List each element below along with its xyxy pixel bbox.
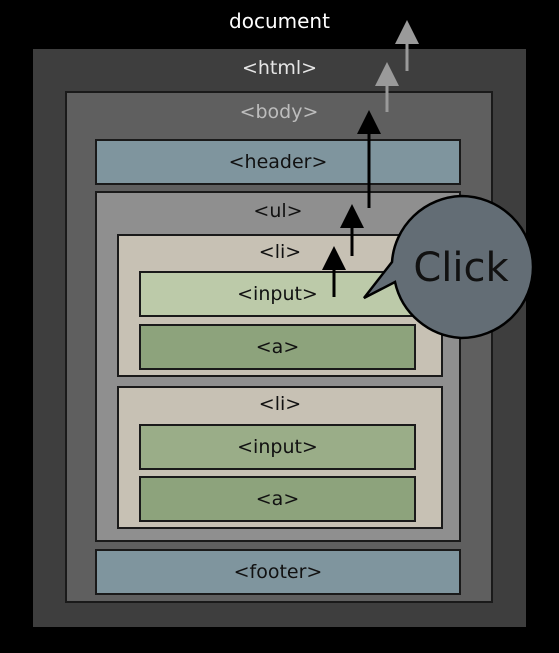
input-element-box-1: <input> — [139, 271, 416, 317]
anchor-element-box-1: <a> — [139, 324, 416, 370]
header-element-box: <header> — [95, 139, 461, 185]
html-label: <html> — [241, 57, 318, 79]
body-label: <body> — [239, 101, 319, 123]
document-label: document — [229, 9, 330, 33]
ul-label: <ul> — [253, 200, 303, 222]
footer-label: <footer> — [233, 561, 323, 583]
input-label-1: <input> — [237, 283, 318, 305]
footer-element-box: <footer> — [95, 549, 461, 595]
li-label-2: <li> — [258, 393, 302, 415]
input-label-2: <input> — [237, 436, 318, 458]
input-element-box-2: <input> — [139, 424, 416, 470]
li-label-1: <li> — [258, 241, 302, 263]
anchor-label-1: <a> — [255, 336, 300, 358]
click-speech-bubble — [363, 194, 535, 340]
header-label: <header> — [228, 151, 328, 173]
anchor-label-2: <a> — [255, 488, 300, 510]
click-bubble-text: Click — [413, 245, 509, 291]
anchor-element-box-2: <a> — [139, 476, 416, 522]
